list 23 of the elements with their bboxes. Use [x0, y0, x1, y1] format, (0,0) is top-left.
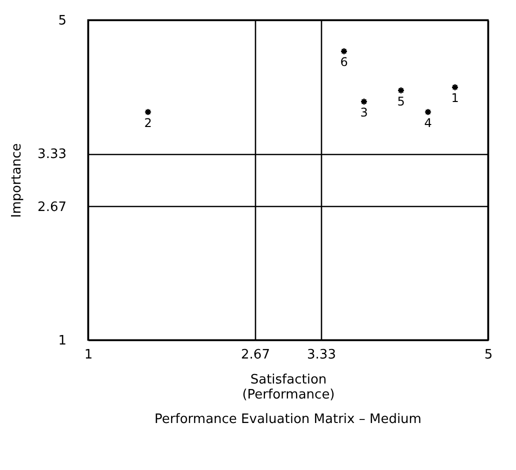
point: [360, 98, 368, 106]
point: [397, 86, 405, 94]
x-tick-label: 3.33: [307, 348, 336, 362]
annotation: 1: [451, 91, 459, 106]
point: [340, 47, 348, 55]
point: [144, 108, 152, 116]
annotation: 5: [397, 94, 405, 108]
annotation: 6: [340, 55, 348, 70]
point: [451, 83, 459, 91]
x-tick-label: 5: [484, 348, 493, 362]
y-tick-label: 3.33: [38, 147, 66, 162]
text: Performance Evaluation Matrix – Medium: [154, 412, 422, 427]
x-tick-label: 1: [84, 348, 93, 362]
y-axis-title: Importance: [10, 143, 25, 218]
annotation: 3: [360, 106, 368, 120]
x-tick-label: 2.67: [241, 348, 270, 362]
x-axis-title: Satisfaction (Performance): [242, 372, 335, 402]
y-tick-label: 2.67: [38, 200, 66, 215]
y-tick-label: 1: [58, 334, 66, 348]
y-tick-label: 5: [58, 14, 66, 28]
annotation: 4: [424, 116, 432, 130]
annotation: 2: [144, 116, 152, 130]
point: [424, 108, 432, 116]
